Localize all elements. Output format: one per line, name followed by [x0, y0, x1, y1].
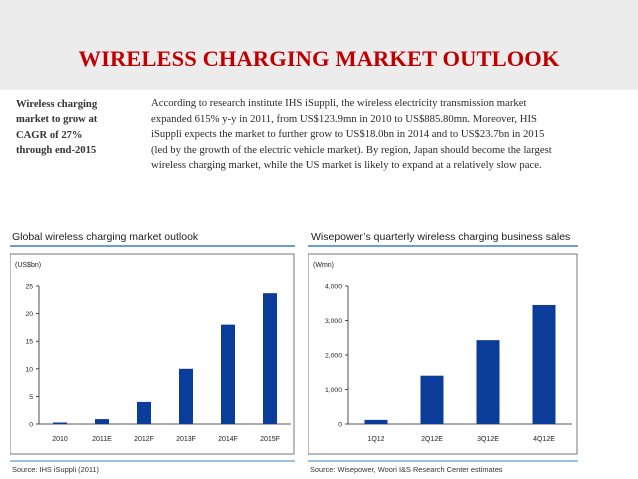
side-note-line: through end-2015 — [16, 145, 97, 157]
global-market-chart: (US$bn) 0 5 10 15 20 25 2010 2011E 2012F 2013F 2014… — [10, 245, 295, 462]
y-tick-label: 0 — [29, 422, 33, 429]
chart-source-global: Source: IHS iSuppli (2011) — [12, 465, 99, 474]
body-line: According to research institute IHS iSup… — [151, 97, 527, 109]
y-tick-label: 15 — [25, 339, 33, 346]
bar-1Q12 — [364, 419, 388, 424]
side-note: Wireless charging market to grow at CAGR… — [16, 97, 136, 159]
y-tick-label: 20 — [25, 311, 33, 318]
body-line: iSuppli expects the market to further gr… — [151, 128, 545, 141]
bar-2015F — [263, 293, 277, 424]
bar-3Q12E — [476, 340, 500, 424]
x-tick-label: 2015F — [260, 436, 280, 443]
x-tick-label: 2014F — [218, 436, 238, 443]
y-tick-label: 2,000 — [325, 353, 342, 360]
bar-2012F — [137, 401, 151, 424]
x-tick-label: 2010 — [52, 436, 68, 443]
side-note-line: CAGR of 27% — [16, 129, 83, 141]
y-tick-label: 5 — [29, 394, 33, 401]
y-tick-label: 10 — [25, 366, 33, 373]
bar-2011E — [95, 419, 109, 424]
bar-2010 — [53, 422, 67, 424]
slide-title: WIRELESS CHARGING MARKET OUTLOOK — [78, 46, 560, 71]
x-tick-label: 2Q12E — [421, 436, 443, 443]
side-note-line: market to grow at — [16, 114, 98, 126]
y-tick-label: 25 — [25, 284, 33, 291]
x-tick-label: 1Q12 — [367, 436, 384, 443]
unit-label: (US$bn) — [15, 262, 41, 269]
side-note-line: Wireless charging — [16, 99, 98, 110]
body-line: (led by the growth of the electric vehic… — [151, 143, 552, 156]
wisepower-sales-chart: (Wmn) 0 1,000 2,000 3,000 4,000 1Q12 2Q12E 3Q12E… — [308, 245, 578, 462]
x-tick-label: 2012F — [134, 436, 154, 443]
y-tick-label: 0 — [338, 422, 342, 429]
chart-source-wisepower: Source: Wisepower, Woori I&S Research Ce… — [310, 465, 503, 474]
bar-2Q12E — [420, 375, 444, 424]
y-tick-label: 3,000 — [325, 318, 342, 325]
x-tick-label: 2011E — [92, 436, 112, 443]
bar-4Q12E — [532, 304, 556, 424]
y-tick-label: 4,000 — [325, 284, 342, 291]
chart-frame — [10, 253, 295, 455]
x-tick-label: 3Q12E — [477, 436, 499, 443]
chart-title-global: Global wireless charging market outlook — [12, 231, 199, 243]
chart-title-wisepower: Wisepower’s quarterly wireless charging … — [311, 231, 571, 243]
x-tick-label: 4Q12E — [533, 436, 555, 443]
bar-2013F — [179, 368, 193, 424]
body-line: wireless charging market, while the US m… — [151, 159, 542, 172]
title-banner — [0, 0, 638, 90]
bar-2014F — [221, 324, 235, 424]
y-tick-label: 1,000 — [325, 387, 342, 394]
chart-frame — [308, 253, 578, 455]
body-line: expanded 615% y-y in 2011, from US$123.9… — [151, 112, 537, 125]
x-tick-label: 2013F — [176, 436, 196, 443]
unit-label: (Wmn) — [313, 262, 334, 269]
body-paragraph: According to research institute IHS iSup… — [151, 96, 570, 174]
